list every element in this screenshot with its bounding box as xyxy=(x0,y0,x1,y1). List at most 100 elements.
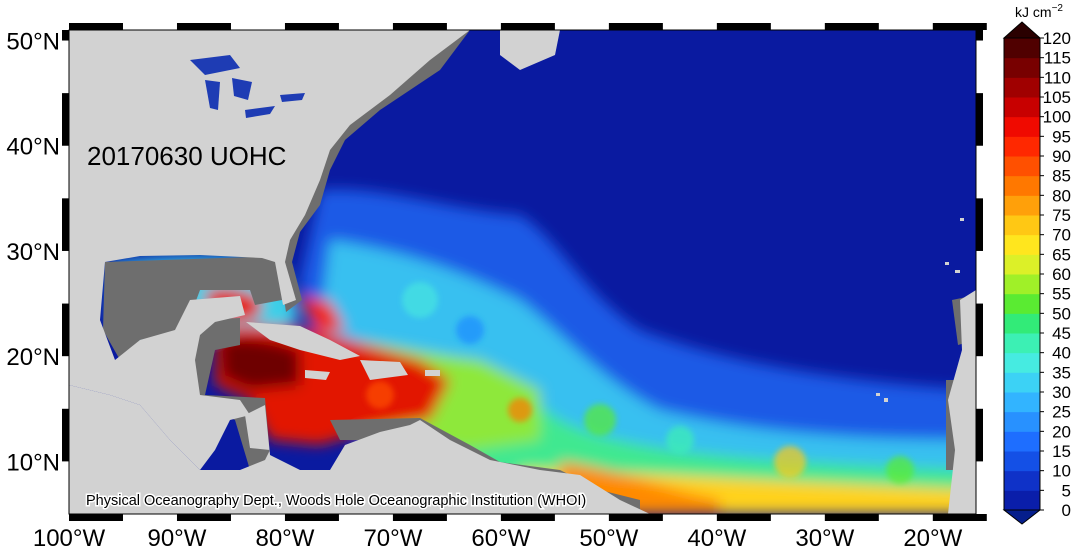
land-africa xyxy=(948,290,976,514)
great-lake xyxy=(245,106,275,118)
colorbar-swatch xyxy=(1004,254,1040,275)
colorbar-label: 110 xyxy=(1044,68,1071,87)
frame-tick xyxy=(976,30,983,41)
colorbar-label: 40 xyxy=(1052,344,1071,363)
ohc-texture-blob xyxy=(584,404,616,436)
colorbar-swatch xyxy=(1004,372,1040,393)
frame-tick xyxy=(976,93,983,146)
colorbar-label: 30 xyxy=(1052,383,1071,402)
colorbar-label: 70 xyxy=(1052,226,1071,245)
colorbar-swatch xyxy=(1004,136,1040,157)
colorbar-overflow-cap xyxy=(1002,21,1042,39)
frame-tick xyxy=(62,198,69,251)
great-lakes xyxy=(190,55,305,118)
latitude-label: 10°N xyxy=(6,449,60,476)
ohc-texture-blob xyxy=(366,381,394,409)
colorbar-label: 0 xyxy=(1062,501,1071,520)
colorbar-label: 25 xyxy=(1052,403,1071,422)
longitude-label: 70°W xyxy=(363,525,422,550)
land-cuba xyxy=(246,322,360,360)
latitude-label: 50°N xyxy=(6,29,60,56)
frame-tick xyxy=(976,408,983,462)
ohc-texture-blob xyxy=(774,446,806,478)
colorbar-swatch xyxy=(1004,470,1040,491)
colorbar-swatch xyxy=(1004,57,1040,78)
map-frame-ticks xyxy=(62,23,987,521)
colorbar-swatch xyxy=(1004,116,1040,137)
colorbar-swatch xyxy=(1004,431,1040,452)
colorbar-swatch xyxy=(1004,293,1040,314)
colorbar-swatch xyxy=(1004,411,1040,432)
colorbar-swatch xyxy=(1004,274,1040,295)
longitude-label: 90°W xyxy=(147,525,206,550)
colorbar-swatch xyxy=(1004,77,1040,98)
latitude-label: 30°N xyxy=(6,239,60,266)
land-newfoundland xyxy=(500,30,560,70)
frame-tick xyxy=(69,23,123,30)
frame-tick xyxy=(176,23,231,30)
island-cape-verde-east xyxy=(884,398,888,402)
frame-tick xyxy=(932,23,987,30)
frame-tick xyxy=(608,514,663,521)
colorbar-swatch xyxy=(1004,333,1040,354)
longitude-label: 80°W xyxy=(255,525,314,550)
colorbar-label: 105 xyxy=(1043,88,1071,107)
colorbar-label: 60 xyxy=(1052,265,1071,284)
colorbar-swatch xyxy=(1004,313,1040,334)
frame-tick xyxy=(392,23,447,30)
frame-tick xyxy=(62,93,69,146)
colorbar-unit: kJ cm−2 xyxy=(1015,3,1063,20)
colorbar-swatch xyxy=(1004,175,1040,196)
frame-tick xyxy=(976,198,983,251)
colorbar-label: 65 xyxy=(1052,245,1071,264)
colorbar-underflow-cap xyxy=(1002,509,1042,525)
colorbar-swatch xyxy=(1004,156,1040,177)
frame-tick xyxy=(824,23,879,30)
frame-tick xyxy=(976,303,983,357)
frame-tick xyxy=(284,514,339,521)
colorbar-label: 15 xyxy=(1052,442,1071,461)
colorbar-label: 10 xyxy=(1052,462,1071,481)
frame-tick xyxy=(69,514,123,521)
great-lake xyxy=(190,55,240,75)
colorbar-swatch xyxy=(1004,490,1040,511)
colorbar-label: 20 xyxy=(1052,422,1071,441)
ohc-texture-blob xyxy=(456,316,484,344)
colorbar-label: 75 xyxy=(1052,206,1071,225)
colorbar-label: 80 xyxy=(1052,186,1071,205)
ohc-texture xyxy=(366,282,914,484)
colorbar-swatch xyxy=(1004,195,1040,216)
ohc-texture-blob xyxy=(886,456,914,484)
frame-tick xyxy=(62,30,69,41)
land xyxy=(69,30,976,514)
latitude-label: 40°N xyxy=(6,134,60,161)
longitude-label: 30°W xyxy=(795,525,854,550)
colorbar-swatch xyxy=(1004,215,1040,236)
longitude-label: 60°W xyxy=(471,525,530,550)
map-credit: Physical Oceanography Dept., Woods Hole … xyxy=(86,493,586,509)
colorbar: 0510152025303540455055606570758085909510… xyxy=(1002,3,1071,525)
colorbar-swatch xyxy=(1004,392,1040,413)
land-jamaica xyxy=(305,370,330,380)
great-lake xyxy=(232,78,252,100)
longitude-labels: 100°W 90°W 80°W 70°W 60°W 50°W 40°W 30°W 20°W xyxy=(33,525,963,550)
island-canary xyxy=(955,270,960,273)
islands xyxy=(876,218,964,402)
frame-tick xyxy=(500,23,555,30)
colorbar-label: 50 xyxy=(1052,304,1071,323)
ohc-field-caribbean-darkred xyxy=(220,338,300,390)
map-title: 20170630 UOHC xyxy=(87,141,286,171)
frame-tick xyxy=(932,514,987,521)
shelf-mask-east-coast xyxy=(278,30,470,312)
ohc-texture-blob xyxy=(508,398,532,422)
colorbar-swatch xyxy=(1004,352,1040,373)
colorbar-label: 45 xyxy=(1052,324,1071,343)
frame-tick xyxy=(608,23,663,30)
longitude-label: 20°W xyxy=(903,525,962,550)
land-puerto-rico xyxy=(425,370,440,376)
frame-tick xyxy=(284,23,339,30)
frame-tick xyxy=(500,514,555,521)
frame-tick xyxy=(824,514,879,521)
colorbar-label: 90 xyxy=(1052,147,1071,166)
island-madeira xyxy=(960,218,964,221)
